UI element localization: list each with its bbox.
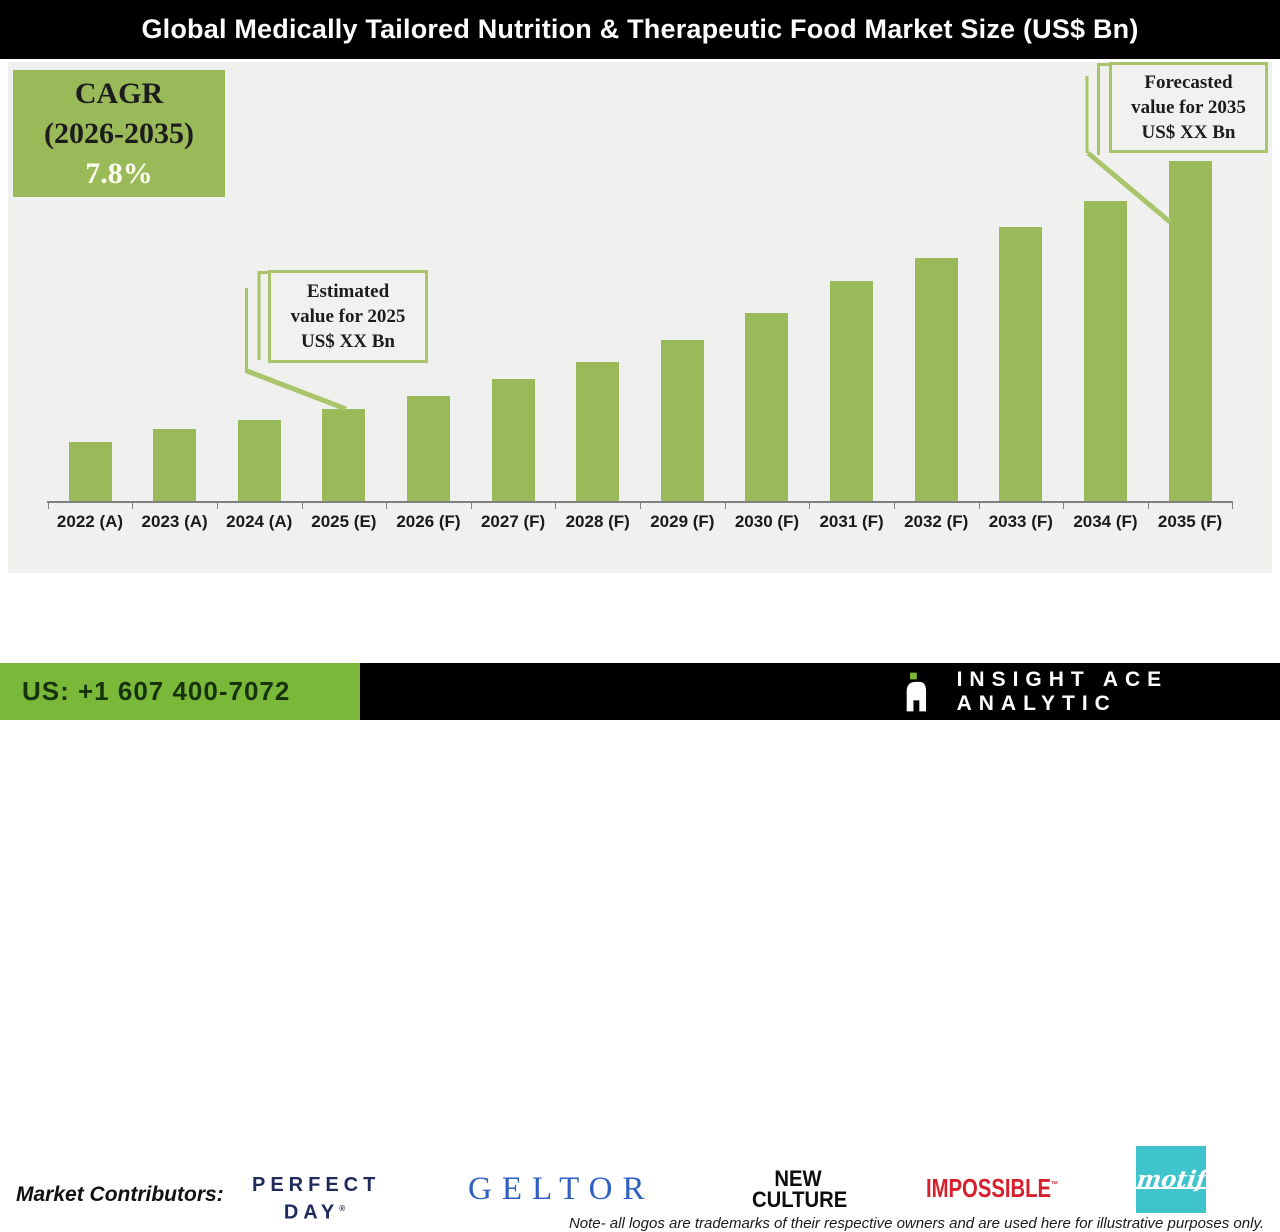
perfect-day-line1: PERFECT	[252, 1174, 381, 1196]
footer: Market Contributors: PERFECT DAY® GELTOR…	[0, 573, 1280, 1232]
callout-estimated-line3: US$ XX Bn	[301, 331, 395, 352]
perfect-day-logo: PERFECT DAY®	[252, 1174, 377, 1225]
cagr-label-line1: CAGR	[74, 76, 164, 110]
brand-name: INSIGHT ACE ANALYTIC	[956, 667, 1169, 715]
callout-forecasted-2035: Forecasted value for 2035 US$ XX Bn	[1109, 62, 1268, 153]
callout-estimated-2025: Estimated value for 2025 US$ XX Bn	[268, 270, 428, 363]
impossible-logo: IMPOSSIBLE™	[926, 1173, 1059, 1203]
chart-title: Global Medically Tailored Nutrition & Th…	[141, 14, 1139, 44]
bottom-bar-phone-section: US: +1 607 400-7072	[0, 663, 360, 720]
cagr-value: 7.8%	[85, 156, 153, 190]
new-culture-line2: CULTURE	[752, 1187, 848, 1212]
trademark-note: Note- all logos are trademarks of their …	[568, 1215, 1264, 1232]
title-bar: Global Medically Tailored Nutrition & Th…	[0, 0, 1280, 59]
cagr-label-line2: (2026-2035)	[44, 116, 194, 150]
cagr-box: CAGR (2026-2035) 7.8%	[13, 70, 225, 197]
brand-block: INSIGHT ACE ANALYTIC	[905, 668, 1280, 716]
bottom-bar-brand-section: INSIGHT ACE ANALYTIC	[360, 663, 1280, 720]
perfect-day-line2: DAY®	[283, 1201, 346, 1224]
insight-ace-analytic-a-icon	[906, 672, 927, 711]
impossible-trademark: ™	[1051, 1179, 1059, 1190]
callout-estimated-line2: value for 2025	[290, 306, 406, 327]
new-culture-logo: NEW CULTURE	[752, 1166, 848, 1212]
callout-forecasted-line2: value for 2035	[1131, 97, 1246, 118]
new-culture-line1: NEW	[774, 1166, 822, 1191]
callout-forecasted-line1: Forecasted	[1144, 72, 1233, 93]
market-contributors-label: Market Contributors:	[16, 1183, 224, 1206]
callout-estimated-line1: Estimated	[306, 281, 390, 302]
motif-logo-text: motif	[1134, 1166, 1208, 1193]
callout-forecasted-line3: US$ XX Bn	[1141, 122, 1236, 143]
perfect-day-trademark: ®	[339, 1204, 346, 1213]
motif-logo: motif	[1134, 1146, 1208, 1213]
geltor-logo: GELTOR	[468, 1171, 655, 1207]
phone-number: US: +1 607 400-7072	[22, 676, 291, 706]
callout-connector-lines	[245, 63, 1172, 412]
